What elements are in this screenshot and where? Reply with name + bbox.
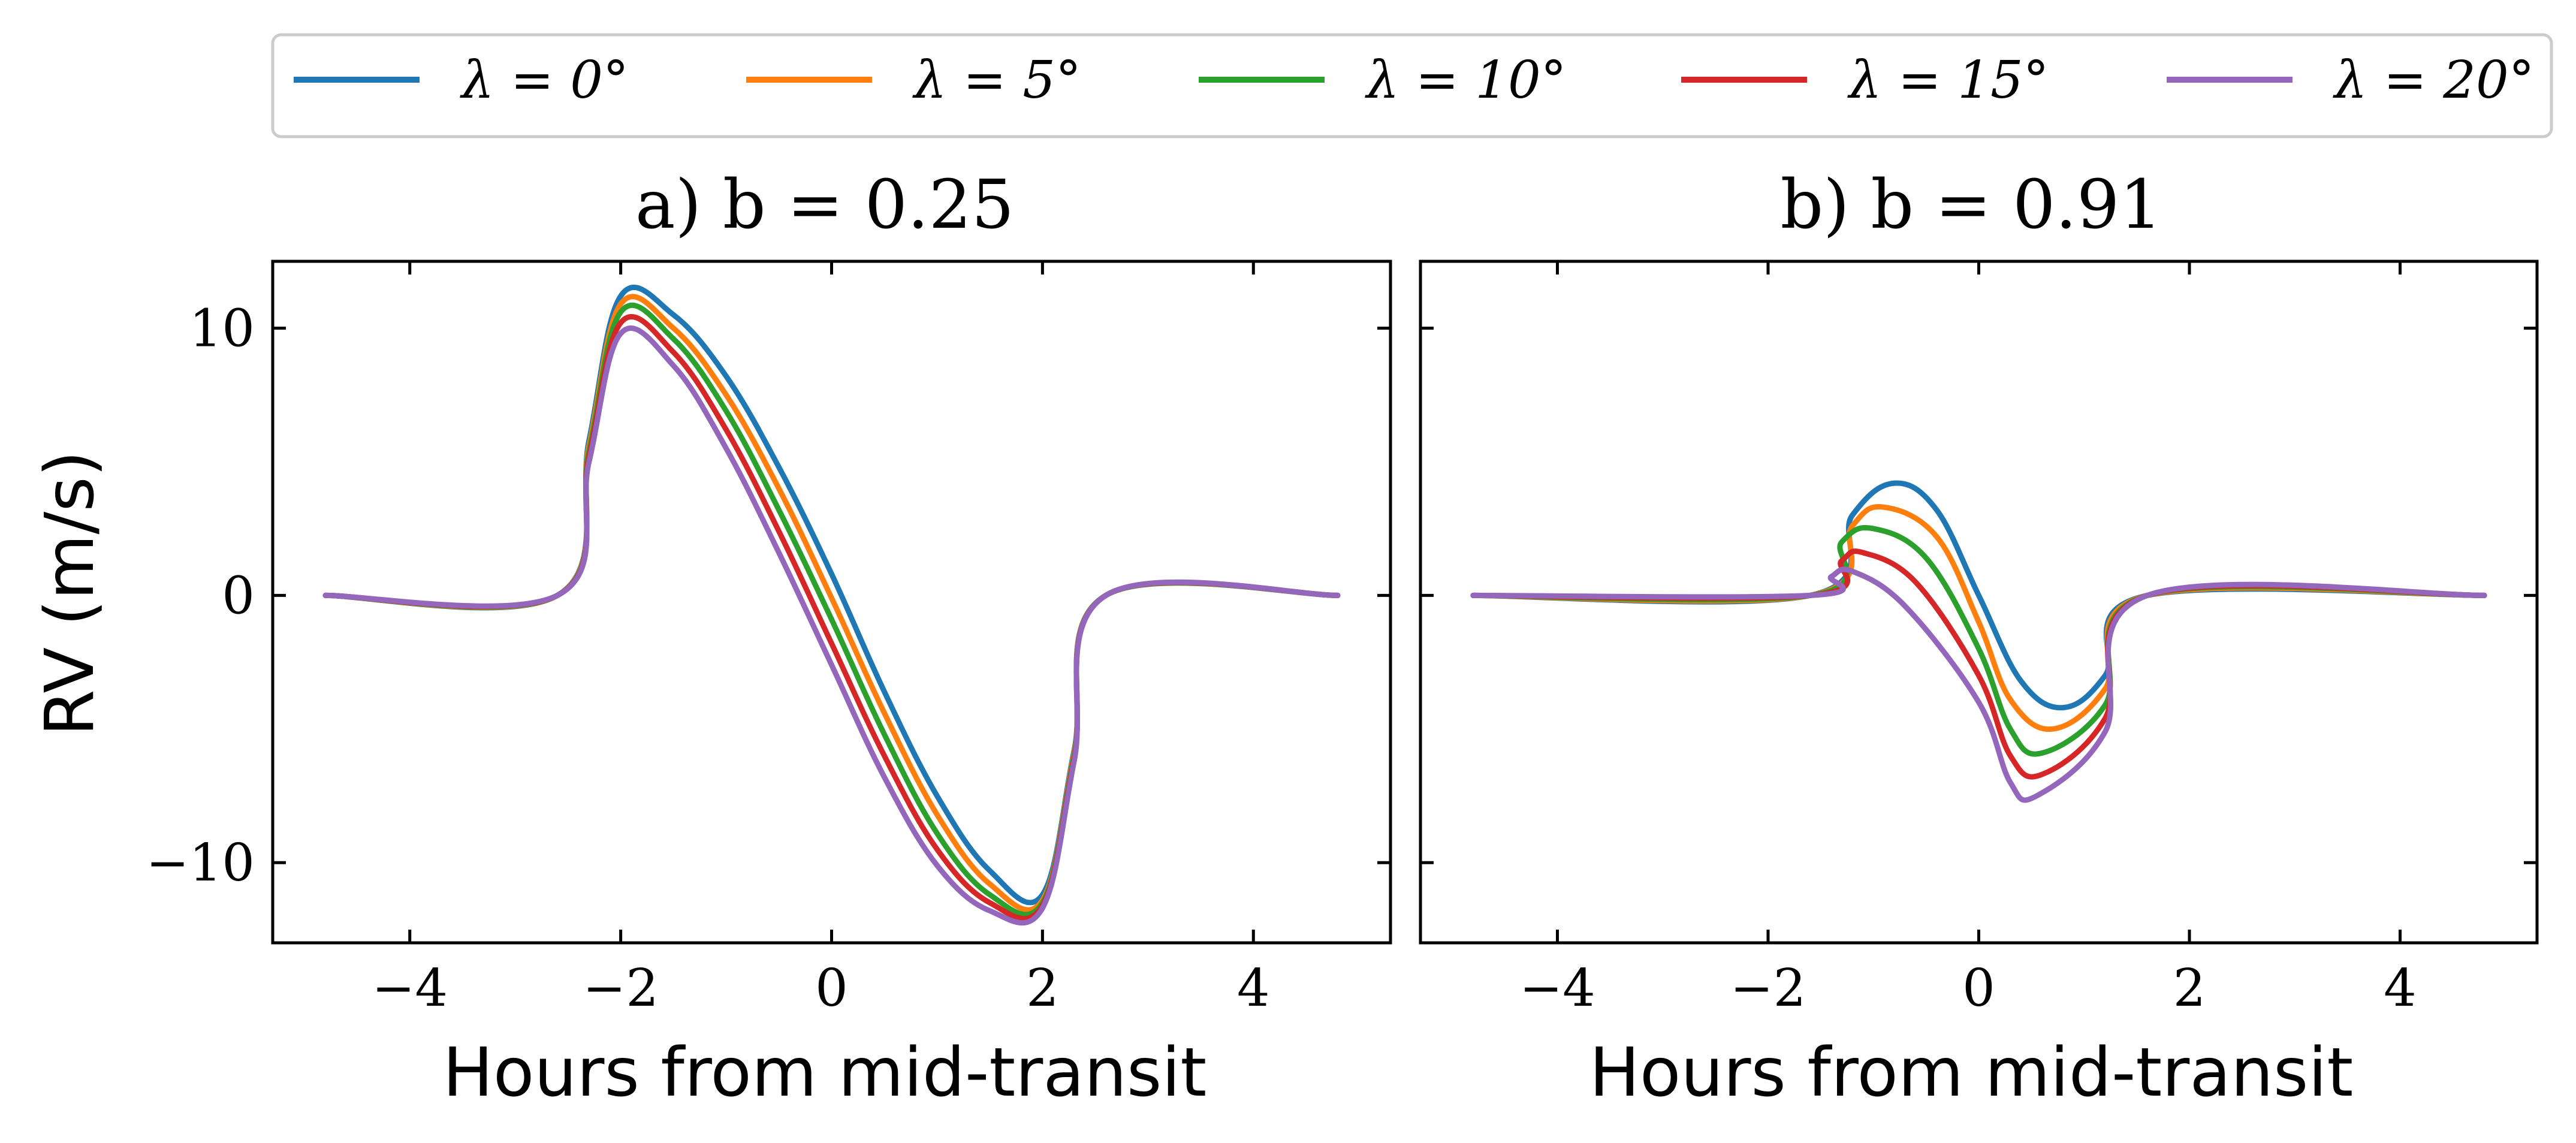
legend-frame: [271, 33, 2553, 138]
panel-b-plot-area: −4 −2 0 2 4: [1419, 260, 2539, 1018]
panel-a-plot-area: −4 −2 0 2 4 −10 0 10: [146, 260, 1392, 1018]
panel-a-series-line-4: [322, 325, 1341, 926]
panel-b-series-line-4: [1470, 566, 2487, 803]
panel-b-series-group: [1470, 480, 2487, 803]
legend-label-4: λ = 20°: [2333, 50, 2535, 110]
legend-label-0: λ = 0°: [460, 50, 629, 110]
panel-b-series-line-2: [1470, 524, 2487, 757]
panel-b-axes-frame: [1419, 260, 2539, 945]
panel-a-title: a) b = 0.25: [635, 166, 1014, 244]
legend: λ = 0° λ = 5° λ = 10° λ = 15° λ = 20°: [271, 33, 2553, 138]
panel-a-series-line-1: [322, 294, 1341, 913]
panel-b-xtick-label: −2: [1730, 958, 1806, 1018]
y-axis-label: RV (m/s): [31, 451, 109, 737]
panel-b-title: b) b = 0.91: [1780, 166, 2162, 244]
legend-label-3: λ = 15°: [1847, 50, 2049, 110]
legend-label-2: λ = 10°: [1365, 50, 1567, 110]
panel-a-ytick-label: −10: [146, 833, 255, 893]
legend-label-1: λ = 5°: [912, 50, 1081, 110]
panel-a-ytick-label: 10: [189, 298, 255, 358]
panel-b-xtick-label: 4: [2384, 958, 2417, 1018]
panel-a-xtick-label: 4: [1237, 958, 1270, 1018]
panel-a-xtick-label: −4: [372, 958, 448, 1018]
panel-b-xtick-label: 0: [1962, 958, 1995, 1018]
panel-b-xtick-label: −4: [1519, 958, 1595, 1018]
panel-a-xtick-label: 2: [1026, 958, 1059, 1018]
panel-b-series-line-1: [1470, 504, 2487, 732]
legend-entries: λ = 0° λ = 5° λ = 10° λ = 15° λ = 20°: [294, 50, 2535, 110]
panel-a-series-group: [322, 285, 1341, 926]
panel-a-xtick-label: −2: [583, 958, 659, 1018]
panel-b-x-axis-label: Hours from mid-transit: [1589, 1034, 2354, 1112]
panel-a-ytick-label: 0: [222, 566, 255, 626]
panel-b-xtick-label: 2: [2173, 958, 2206, 1018]
panel-a: a) b = 0.25 RV (m/s) Hours from mid-tran…: [31, 166, 1392, 1112]
panel-a-xtick-label: 0: [815, 958, 848, 1018]
panel-b: b) b = 0.91 Hours from mid-transit −4 −2 0…: [1419, 166, 2539, 1112]
panel-a-x-axis-label: Hours from mid-transit: [443, 1034, 1207, 1112]
